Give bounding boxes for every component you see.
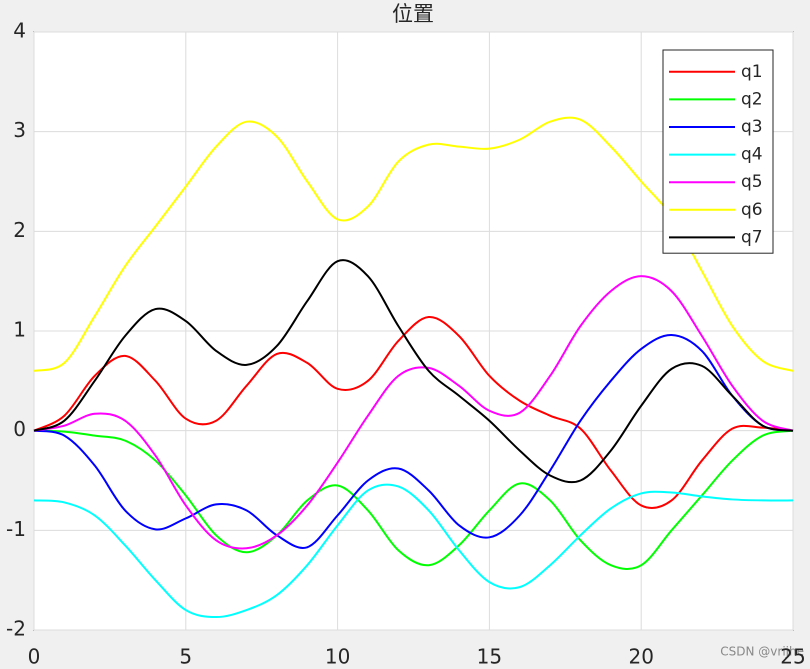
legend-label: q2: [741, 89, 763, 109]
series-line: [33, 316, 794, 509]
x-tick-label: 20: [628, 645, 653, 669]
y-tick-label: 4: [13, 19, 26, 43]
series-line: [33, 259, 794, 484]
x-tick-label: 15: [477, 645, 502, 669]
legend-label: q4: [741, 145, 763, 165]
chart-title: 位置: [392, 2, 434, 26]
series-line: [33, 275, 794, 550]
x-tick-label: 25: [780, 645, 805, 669]
legend-label: q5: [741, 172, 763, 192]
legend-label: q1: [741, 62, 763, 82]
y-tick-label: 3: [13, 118, 26, 142]
x-tick-label: 5: [179, 645, 192, 669]
x-tick-label: 0: [28, 645, 41, 669]
legend-box: [662, 49, 774, 254]
y-tick-label: 1: [13, 318, 26, 342]
series-line: [33, 333, 794, 549]
y-tick-label: 2: [13, 218, 26, 242]
legend-label: q6: [741, 200, 763, 220]
legend-label: q7: [741, 227, 763, 247]
y-tick-label: -2: [6, 617, 26, 641]
series-line: [33, 429, 794, 570]
watermark: CSDN @vrijhe: [720, 645, 804, 659]
y-tick-label: -1: [6, 517, 26, 541]
y-tick-label: 0: [13, 417, 26, 441]
series-line: [33, 483, 794, 619]
legend-label: q3: [741, 117, 763, 137]
x-tick-label: 10: [325, 645, 350, 669]
